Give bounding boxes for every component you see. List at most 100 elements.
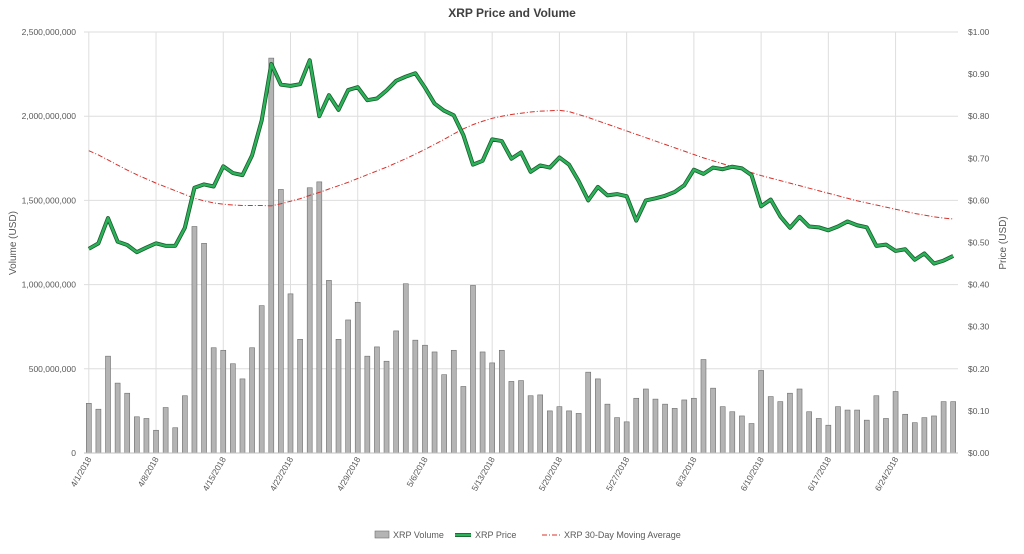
volume-bar — [220, 349, 227, 454]
volume-bar — [643, 388, 649, 454]
volume-bar — [508, 381, 515, 454]
x-tick-label: 6/10/2018 — [738, 455, 766, 493]
chart-title: XRP Price and Volume — [448, 6, 576, 20]
price-line-outline — [87, 58, 955, 266]
volume-bar — [470, 285, 476, 454]
volume-bar — [201, 243, 207, 454]
x-tick-label: 4/22/2018 — [268, 455, 296, 493]
legend-volume-label: XRP Volume — [393, 530, 444, 540]
y-left-tick-label: 1,500,000,000 — [22, 195, 77, 205]
volume-bars — [86, 57, 956, 454]
volume-bar — [326, 280, 332, 454]
volume-bar — [883, 418, 889, 454]
y-right-tick-label: $0.80 — [968, 111, 990, 121]
volume-bar — [854, 409, 860, 454]
volume-bar — [316, 181, 323, 454]
volume-bar — [710, 387, 716, 454]
volume-bar — [172, 427, 179, 454]
volume-bar — [249, 347, 255, 454]
volume-bar — [595, 378, 601, 454]
volume-bar — [162, 407, 169, 454]
x-tick-label: 4/29/2018 — [335, 455, 363, 493]
volume-bar — [393, 330, 399, 454]
volume-bar — [547, 410, 553, 454]
y-right-tick-label: $0.10 — [968, 406, 990, 416]
volume-bar — [431, 351, 438, 454]
volume-bar — [691, 397, 697, 454]
x-tick-label: 6/17/2018 — [805, 455, 833, 493]
volume-bar — [902, 413, 908, 454]
volume-bar — [153, 429, 159, 454]
volume-bar — [566, 410, 572, 454]
volume-bar — [652, 398, 659, 454]
volume-bar — [739, 415, 745, 454]
volume-bar — [681, 399, 688, 454]
price-line — [88, 59, 954, 265]
volume-bar — [345, 319, 351, 454]
y-right-tick-label: $0.50 — [968, 238, 990, 248]
volume-bar — [518, 380, 524, 454]
y-left-tick-label: 1,000,000,000 — [22, 280, 77, 290]
y-axis-left-label: Volume (USD) — [8, 211, 19, 275]
volume-bar — [604, 403, 611, 454]
x-tick-label: 5/27/2018 — [604, 455, 632, 493]
volume-bar — [210, 347, 217, 454]
volume-bar — [441, 374, 447, 454]
x-tick-label: 5/6/2018 — [404, 455, 429, 489]
x-tick-label: 5/20/2018 — [537, 455, 565, 493]
volume-bar — [489, 362, 495, 454]
volume-bar — [143, 418, 150, 454]
volume-bar — [402, 283, 409, 454]
volume-bar — [931, 415, 937, 454]
volume-bar — [460, 386, 467, 454]
volume-bar — [835, 406, 841, 454]
gridlines — [84, 31, 958, 454]
price-lines — [87, 58, 955, 266]
volume-bar — [662, 403, 668, 454]
y-left-tick-label: 2,500,000,000 — [22, 27, 77, 37]
volume-bar — [105, 355, 111, 454]
y-right-tick-label: $0.40 — [968, 280, 990, 290]
volume-bar — [815, 418, 822, 454]
moving-average-line — [88, 109, 954, 220]
volume-bar — [124, 392, 131, 454]
volume-bar — [748, 423, 755, 454]
volume-bar — [892, 391, 899, 454]
legend-volume-swatch — [374, 530, 390, 539]
legend: XRP Volume XRP Price XRP 30-Day Moving Ave… — [374, 530, 681, 540]
volume-bar — [374, 346, 380, 454]
volume-bar — [364, 355, 371, 454]
volume-bar — [268, 57, 275, 454]
volume-bar — [671, 408, 678, 454]
volume-bar — [623, 421, 630, 454]
volume-bar — [585, 371, 592, 454]
volume-bar — [191, 226, 198, 454]
volume-bar — [575, 413, 582, 454]
volume-bar — [614, 417, 620, 454]
volume-bar — [940, 401, 947, 454]
volume-bar — [383, 360, 390, 454]
volume-bar — [306, 187, 313, 454]
x-tick-label: 6/3/2018 — [673, 455, 698, 489]
volume-bar — [498, 349, 505, 454]
volume-bar — [354, 301, 361, 454]
volume-bar — [806, 411, 812, 454]
legend-price-label: XRP Price — [475, 530, 516, 540]
volume-bar — [422, 344, 428, 454]
volume-bar — [787, 392, 793, 454]
y-axis-right-label: Price (USD) — [998, 216, 1009, 269]
volume-bar — [777, 401, 784, 454]
volume-bar — [182, 395, 188, 454]
y-left-tick-label: 500,000,000 — [29, 364, 77, 374]
x-tick-label: 5/13/2018 — [469, 455, 497, 493]
volume-bar — [921, 417, 928, 454]
volume-bar — [479, 351, 486, 454]
volume-bar — [114, 382, 121, 454]
volume-bar — [556, 406, 563, 454]
volume-bar — [95, 408, 102, 454]
volume-bar — [134, 416, 140, 454]
volume-bar — [412, 339, 419, 454]
volume-bar — [527, 395, 534, 454]
volume-bar — [287, 293, 294, 454]
